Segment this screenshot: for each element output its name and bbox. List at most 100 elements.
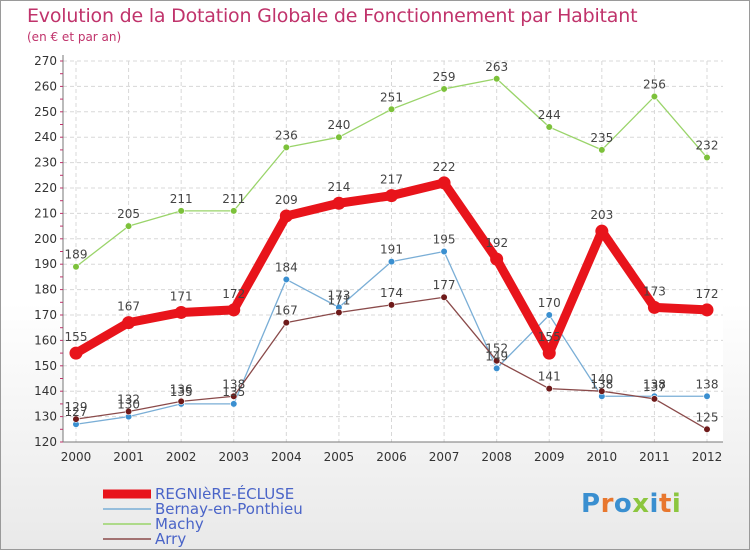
- data-point: [387, 258, 396, 266]
- data-label: 173: [643, 284, 666, 298]
- data-point: [437, 176, 451, 190]
- data-label: 138: [222, 377, 245, 391]
- data-label: 130: [117, 398, 140, 412]
- data-point: [703, 425, 711, 433]
- data-point: [595, 224, 609, 238]
- data-point: [700, 303, 714, 317]
- data-label: 259: [433, 70, 456, 84]
- data-label: 232: [696, 139, 719, 153]
- y-tick-label: 180: [34, 283, 57, 297]
- x-tick-label: 2011: [639, 450, 670, 464]
- data-label: 211: [222, 192, 245, 206]
- data-point: [177, 207, 185, 215]
- y-tick-label: 150: [34, 359, 57, 373]
- data-label: 135: [222, 385, 245, 399]
- data-point: [387, 105, 396, 113]
- data-label: 184: [275, 260, 298, 274]
- data-label: 195: [433, 233, 456, 247]
- chart-title: Evolution de la Dotation Globale de Fonc…: [27, 5, 638, 27]
- data-label: 149: [485, 349, 508, 363]
- data-point: [647, 300, 661, 314]
- data-point: [598, 146, 606, 154]
- data-point: [493, 75, 501, 83]
- data-label: 236: [275, 128, 298, 142]
- y-tick-label: 210: [34, 206, 57, 220]
- x-tick-label: 2012: [692, 450, 723, 464]
- data-label: 217: [380, 173, 403, 187]
- data-label: 172: [696, 287, 719, 301]
- data-point: [387, 301, 396, 309]
- data-label: 140: [590, 372, 613, 386]
- logo-letter: r: [600, 489, 614, 519]
- data-label: 244: [538, 108, 561, 122]
- x-tick-label: 2009: [534, 450, 565, 464]
- data-point: [385, 189, 398, 203]
- data-point: [124, 222, 133, 230]
- data-label: 251: [380, 90, 403, 104]
- data-label: 127: [65, 405, 88, 419]
- chart-subtitle: (en € et par an): [27, 30, 122, 44]
- data-point: [440, 85, 448, 93]
- data-point: [124, 407, 133, 416]
- logo-letter: t: [658, 489, 672, 519]
- data-point: [72, 415, 80, 423]
- y-tick-label: 250: [34, 105, 57, 119]
- data-point: [279, 209, 293, 223]
- data-point: [440, 247, 448, 256]
- data-point: [545, 123, 553, 131]
- y-tick-label: 140: [34, 384, 57, 398]
- data-point: [177, 397, 185, 405]
- data-point: [545, 385, 553, 393]
- data-label: 155: [538, 330, 561, 344]
- data-label: 256: [643, 78, 666, 92]
- data-label: 138: [696, 377, 719, 391]
- legend-label: Arry: [155, 530, 186, 548]
- x-tick-label: 2004: [271, 450, 302, 464]
- x-tick-label: 2007: [429, 450, 460, 464]
- data-label: 240: [327, 118, 350, 132]
- data-label: 205: [117, 207, 140, 221]
- data-point: [335, 308, 343, 317]
- y-tick-label: 220: [34, 181, 57, 195]
- data-label: 263: [485, 60, 508, 74]
- data-label: 171: [327, 293, 350, 307]
- data-label: 141: [538, 370, 561, 384]
- y-axis-ticks: 120 130 140 150 160 170 180 190 200 210 220 230 240 2…: [34, 54, 57, 449]
- data-label: 170: [538, 296, 561, 310]
- x-tick-label: 2000: [61, 450, 92, 464]
- data-label: 189: [65, 248, 88, 262]
- x-tick-label: 2006: [376, 450, 407, 464]
- data-label: 138: [643, 377, 666, 391]
- y-tick-label: 120: [34, 435, 57, 449]
- gridlines: [63, 60, 723, 443]
- data-labels: 155 167 171 172 209 214 217 222 192 155 203 173 172 1…: [65, 60, 719, 425]
- data-point: [227, 303, 241, 317]
- y-tick-label: 240: [34, 130, 57, 144]
- y-tick-label: 190: [34, 257, 57, 271]
- y-tick-label: 160: [34, 333, 57, 347]
- proxiti-logo: Proxiti: [581, 489, 681, 519]
- axes: [60, 55, 723, 443]
- logo-letter: P: [581, 489, 601, 519]
- x-tick-label: 2002: [166, 450, 197, 464]
- x-tick-label: 2003: [218, 450, 249, 464]
- data-label: 177: [433, 278, 456, 292]
- x-tick-label: 2010: [587, 450, 618, 464]
- data-label: 125: [696, 410, 719, 424]
- data-point: [545, 311, 553, 319]
- data-point: [174, 305, 188, 319]
- legend-label: REGNIèRE-ÉCLUSE: [155, 484, 294, 503]
- data-point: [493, 364, 501, 372]
- y-tick-label: 260: [34, 79, 57, 93]
- data-point: [282, 275, 290, 284]
- data-label: 174: [380, 286, 403, 300]
- data-label: 172: [222, 287, 245, 301]
- legend-label: Machy: [155, 515, 204, 533]
- data-label: 132: [117, 393, 140, 407]
- data-label: 167: [117, 300, 140, 314]
- data-label: 152: [485, 342, 508, 356]
- data-label: 138: [590, 377, 613, 391]
- data-point: [332, 196, 346, 210]
- data-point: [650, 395, 659, 403]
